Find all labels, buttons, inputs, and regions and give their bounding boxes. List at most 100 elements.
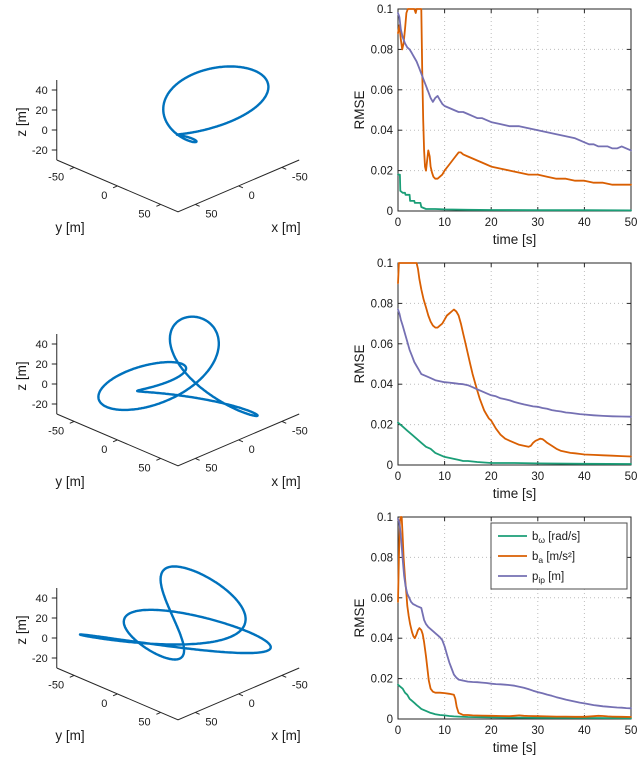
axes-box — [397, 8, 632, 212]
y-tick-label: 0.08 — [371, 552, 393, 564]
y-tick-label: 50 — [138, 716, 150, 728]
y-tick-label: 0.06 — [371, 339, 393, 351]
legend-label-base: p — [532, 571, 538, 583]
y-tick-label: 50 — [138, 462, 150, 474]
legend-label-base: b — [532, 531, 538, 543]
legend-label-base: b — [532, 551, 538, 563]
x-axis-label: x [m] — [271, 220, 300, 235]
x-tick — [281, 420, 287, 424]
axes-base-edges — [56, 667, 300, 721]
x-tick-label: 50 — [625, 725, 638, 737]
x-tick-label: 30 — [531, 217, 544, 229]
y-tick-label: 0 — [387, 460, 393, 472]
x-tick-label: 50 — [205, 208, 217, 220]
y-tick-label: 0.02 — [371, 166, 393, 178]
legend-label-p_ip: pip [m] — [532, 571, 564, 585]
rmse-plot-3: 0 10 20 30 40 50 0 0.02 0.04 0.06 0.08 0.1 time [s] R… — [352, 512, 638, 755]
z-axis-label: z [m] — [14, 615, 29, 644]
x-tick-label: 0 — [249, 190, 255, 202]
x-tick — [238, 185, 244, 189]
x-tick-label: -50 — [292, 171, 308, 183]
y-tick-label: 0.04 — [371, 379, 394, 391]
z-tick-label: -20 — [32, 399, 48, 411]
x-axis-label: time [s] — [493, 740, 537, 755]
x-tick-label: 50 — [205, 716, 217, 728]
x-tick-label: 50 — [205, 462, 217, 474]
figure-row-1: -50 0 50 -50 0 50 -20 0 20 40 x [m] y [m] z [m] 0 10 2… — [0, 2, 640, 256]
z-tick-label: 0 — [42, 633, 48, 645]
z-tick-label: 20 — [36, 105, 48, 117]
x-tick — [195, 711, 200, 715]
y-tick-label: 0.04 — [371, 633, 394, 645]
x-tick — [281, 674, 287, 678]
x-axis-label: x [m] — [271, 728, 300, 743]
x-tick-label: 30 — [531, 471, 544, 483]
x-tick-label: 0 — [249, 444, 255, 456]
legend-label-subscript: a — [538, 555, 543, 565]
legend-label-subscript: ω — [538, 535, 545, 545]
y-tick — [156, 711, 161, 715]
y-tick-label: 0.06 — [371, 85, 393, 97]
series-line-p_ip — [397, 12, 632, 152]
series-line-b_a — [397, 516, 632, 718]
trajectory-plot-1: -50 0 50 -50 0 50 -20 0 20 40 x [m] y [m] z [m] — [14, 65, 308, 235]
y-tick-label: 0.04 — [371, 125, 394, 137]
x-axis-label: time [s] — [493, 232, 537, 247]
y-tick-label: 0 — [387, 206, 393, 218]
axes-box — [397, 516, 632, 720]
z-tick-label: 0 — [42, 125, 48, 137]
z-tick-label: 0 — [42, 379, 48, 391]
x-tick-label: 10 — [438, 725, 451, 737]
x-tick-label: 0 — [395, 471, 401, 483]
series-line-b_a — [397, 262, 632, 458]
series-line-b_omega — [397, 683, 632, 720]
legend-label-b_omega: bω [rad/s] — [532, 531, 580, 545]
figure-row-3: -50 0 50 -50 0 50 -20 0 20 40 x [m] y [m] z [m] 0 10 2… — [0, 510, 640, 764]
series-line-p_ip — [397, 518, 632, 710]
y-axis-label: RMSE — [352, 90, 367, 129]
trajectory-curve — [161, 65, 270, 144]
y-tick — [69, 420, 75, 424]
y-tick-label: 0 — [101, 698, 107, 710]
x-tick-label: 0 — [249, 698, 255, 710]
series-line-b_omega — [397, 421, 632, 465]
x-tick — [238, 693, 244, 697]
x-tick — [195, 203, 200, 207]
x-tick-label: 10 — [438, 471, 451, 483]
y-tick — [156, 203, 161, 207]
z-tick-label: 40 — [36, 85, 48, 97]
x-tick-label: 30 — [531, 725, 544, 737]
y-tick — [156, 457, 161, 461]
y-tick — [112, 185, 118, 189]
x-tick-label: 20 — [485, 725, 498, 737]
y-tick-label: 0.1 — [377, 4, 393, 16]
series-line-b_omega — [397, 173, 632, 212]
y-tick-label: 0.02 — [371, 674, 393, 686]
y-tick-label: 0.1 — [377, 512, 393, 524]
legend: bω [rad/s]ba [m/s²]pip [m] — [490, 522, 628, 590]
rmse-plot-2: 0 10 20 30 40 50 0 0.02 0.04 0.06 0.08 0.1 time [s] R… — [352, 258, 637, 501]
y-tick-label: -50 — [48, 171, 64, 183]
x-tick-label: 20 — [485, 217, 498, 229]
legend-label-unit: [rad/s] — [545, 531, 580, 543]
y-axis-label: y [m] — [55, 728, 84, 743]
x-tick — [195, 457, 200, 461]
y-tick — [112, 439, 118, 443]
y-tick-label: 0.1 — [377, 258, 393, 270]
z-tick-label: 40 — [36, 593, 48, 605]
x-tick — [238, 439, 244, 443]
y-tick-label: -50 — [48, 679, 64, 691]
x-tick-label: 40 — [578, 217, 591, 229]
y-tick-label: 0 — [101, 444, 107, 456]
y-tick-label: 0.06 — [371, 593, 393, 605]
x-tick-label: 10 — [438, 217, 451, 229]
y-tick-label: -50 — [48, 425, 64, 437]
z-axis-label: z [m] — [14, 361, 29, 390]
z-axis-label: z [m] — [14, 107, 29, 136]
series-line-b_a — [397, 8, 632, 186]
trajectory-curve — [97, 315, 259, 418]
y-axis-label: RMSE — [352, 344, 367, 383]
axes-base-edges — [56, 413, 300, 467]
trajectory-plot-3: -50 0 50 -50 0 50 -20 0 20 40 x [m] y [m] z [m] — [14, 565, 308, 743]
y-tick — [69, 674, 75, 678]
